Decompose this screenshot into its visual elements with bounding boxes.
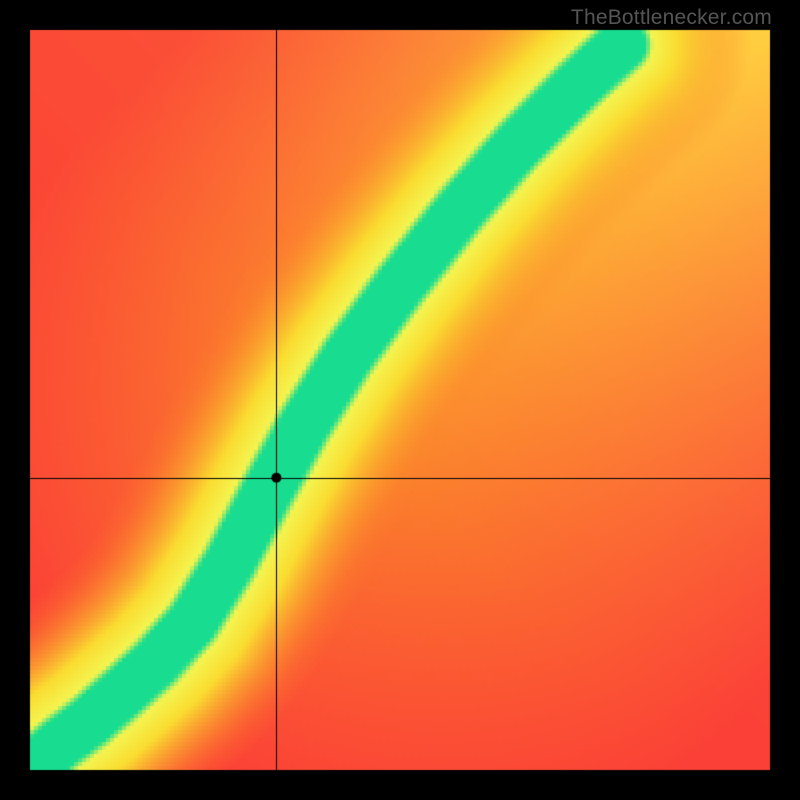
watermark-text: TheBottlenecker.com <box>571 6 772 30</box>
chart-container: { "chart": { "type": "heatmap", "canvas"… <box>0 0 800 800</box>
bottleneck-heatmap <box>0 0 800 800</box>
